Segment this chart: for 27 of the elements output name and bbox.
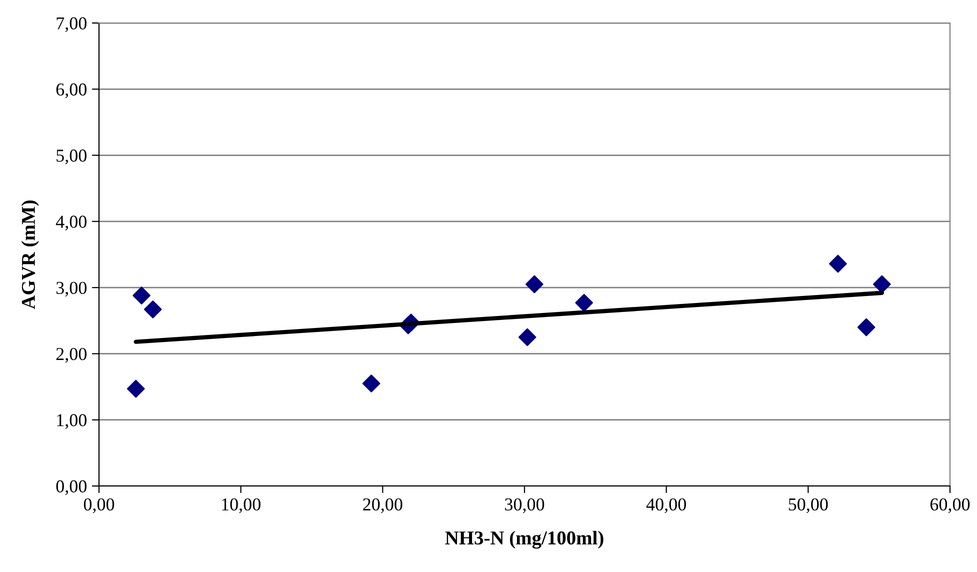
y-tick-label: 0,00 (56, 480, 87, 496)
y-tick-label: 2,00 (56, 348, 87, 363)
point (518, 328, 536, 346)
y-tick-label: 5,00 (56, 150, 87, 164)
point (575, 294, 593, 312)
x-tick-label: 60,00 (930, 498, 970, 514)
point (126, 380, 145, 398)
point (132, 286, 150, 304)
x-axis-title: NH3-N (mg/100ml) (445, 530, 604, 549)
y-tick-label: 6,00 (56, 83, 87, 98)
y-tick-label: 3,00 (56, 282, 87, 297)
x-tick-label: 0,00 (84, 498, 114, 514)
x-tick-label: 30,00 (505, 498, 544, 514)
x-tick-label: 40,00 (646, 498, 686, 514)
point (829, 254, 847, 273)
y-tick-label: 7,00 (56, 17, 87, 32)
point (526, 275, 544, 294)
x-tick-label: 50,00 (788, 498, 828, 514)
x-tick-label: 10,00 (222, 498, 260, 514)
y-tick-label: 4,00 (56, 216, 87, 230)
y-tick-label: 1,00 (57, 414, 87, 429)
point (857, 318, 876, 336)
point (873, 275, 891, 294)
x-tick-label: 20,00 (363, 498, 402, 514)
point (362, 374, 380, 392)
point (144, 300, 162, 318)
y-axis-title: AGVR (mM) (21, 200, 39, 310)
